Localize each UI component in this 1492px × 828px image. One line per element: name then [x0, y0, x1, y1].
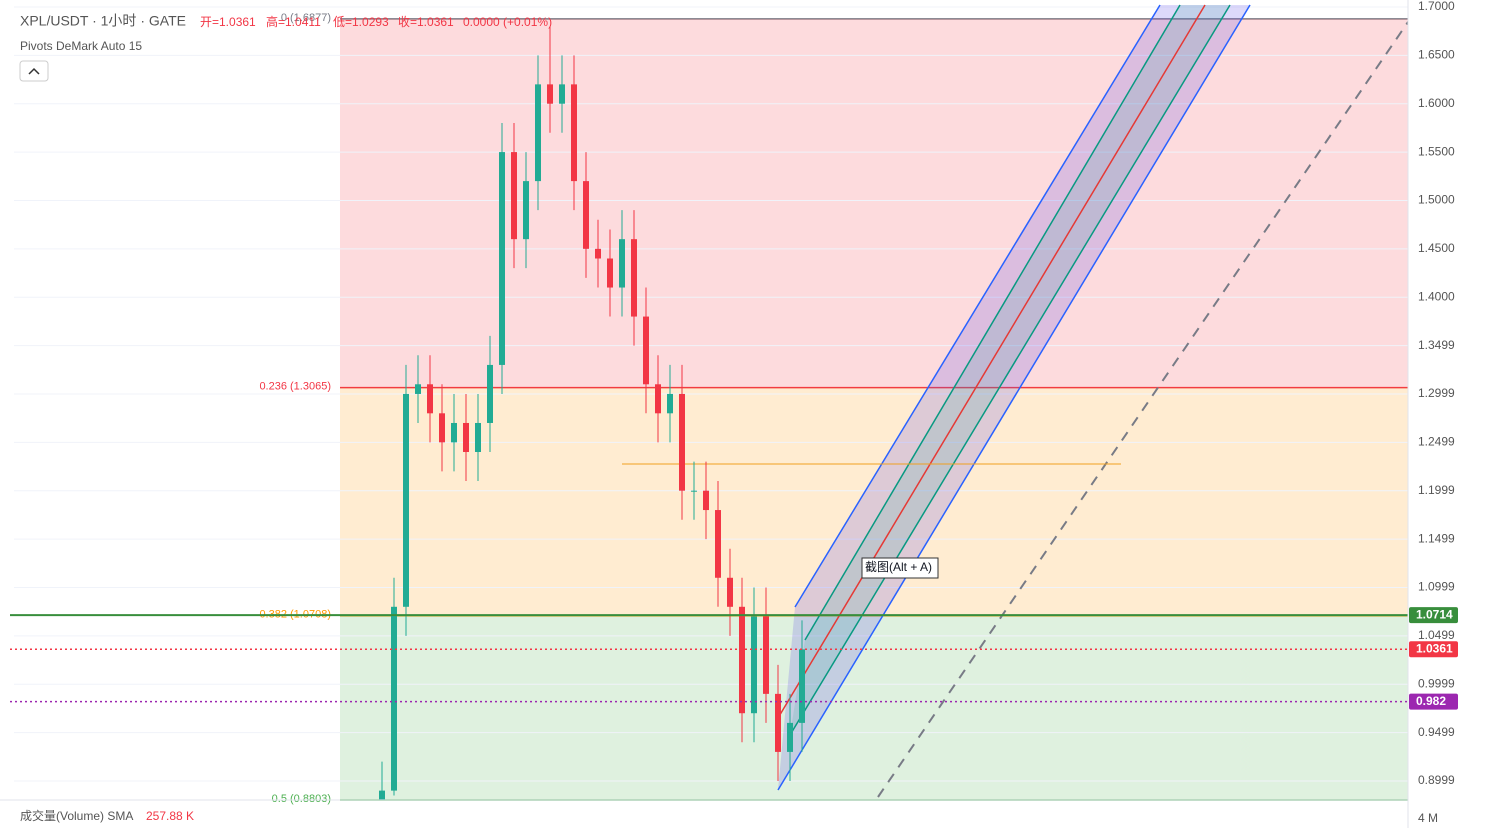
price-badge-label: 1.0714	[1416, 607, 1453, 621]
channel-line	[794, 4, 1161, 608]
candle-body	[547, 84, 553, 104]
price-badge	[1409, 641, 1458, 658]
candle-body	[751, 616, 757, 714]
axis-labels: 1.7000 1.6500 1.6000 1.5500 1.5000 1.4500 1.40…	[1409, 0, 1458, 787]
fib-label: 0.236 (1.3065)	[259, 381, 331, 393]
candle-body	[679, 393, 685, 491]
y-tick-label: 0.8999	[1418, 773, 1455, 787]
candle-body	[463, 422, 469, 453]
ohlc-low: 低=1.0293	[333, 15, 389, 29]
candle-body	[799, 649, 805, 723]
fib-label: 0.5 (0.8803)	[272, 793, 331, 805]
candle-body	[415, 384, 421, 394]
symbol: XPL/USDT · 1小时 · GATE	[20, 13, 186, 29]
candle-body	[391, 606, 397, 791]
y-tick-label: 1.4500	[1418, 241, 1455, 255]
candle-body	[583, 181, 589, 249]
channel-mid	[777, 4, 1206, 719]
y-tick-label: 1.1499	[1418, 531, 1455, 545]
price-badge	[1409, 693, 1458, 710]
price-badge-label: 0.982	[1416, 694, 1446, 708]
candle-body	[439, 413, 445, 443]
candle-body	[523, 181, 529, 240]
price-badge	[1409, 607, 1458, 624]
grid	[14, 6, 1408, 782]
y-tick-label: 1.6500	[1418, 48, 1455, 62]
candle-body	[775, 693, 781, 752]
fib-zone	[340, 615, 1408, 800]
ohlc-open: 开=1.0361	[200, 15, 256, 29]
change: 0.0000 (+0.01%)	[463, 15, 552, 29]
price-badge-label: 1.0361	[1416, 641, 1453, 655]
candle-body	[403, 393, 409, 607]
volume-value: 257.88 K	[146, 809, 194, 823]
candle-body	[559, 84, 565, 104]
y-tick-label: 0.9499	[1418, 725, 1455, 739]
channel	[622, 4, 1409, 798]
volume-label: 成交量(Volume) SMA	[20, 808, 133, 823]
candle-body	[667, 393, 673, 414]
candle-body	[703, 490, 709, 511]
price-lines	[10, 614, 1408, 703]
fib-label: 0 (1.6877)	[281, 12, 331, 24]
candle-body	[787, 722, 793, 752]
collapse-icon	[28, 67, 40, 75]
candle-body	[379, 790, 385, 801]
candle-body	[595, 248, 601, 259]
candle-body	[535, 84, 541, 182]
candle-body	[631, 239, 637, 317]
candle-body	[739, 606, 745, 714]
tooltip: 截图(Alt + A)	[865, 560, 932, 574]
candles	[379, 26, 805, 801]
volume-axis-label: 4 M	[1418, 811, 1438, 825]
y-tick-label: 1.0499	[1418, 628, 1455, 642]
candle-body	[643, 316, 649, 385]
y-tick-label: 1.6000	[1418, 96, 1455, 110]
candle-body	[451, 422, 457, 443]
y-tick-label: 1.4000	[1418, 289, 1455, 303]
channel-line	[777, 4, 1251, 791]
candle-body	[427, 384, 433, 414]
candle-body	[571, 84, 577, 182]
candle-body	[691, 490, 697, 492]
candle-body	[655, 384, 661, 414]
fib-zone	[340, 18, 1408, 388]
y-tick-label: 1.0999	[1418, 580, 1455, 594]
y-tick-label: 1.1999	[1418, 483, 1455, 497]
candle-body	[499, 152, 505, 365]
channel-line	[804, 4, 1181, 641]
tooltip-box	[861, 557, 939, 579]
y-tick-label: 1.2999	[1418, 386, 1455, 400]
y-tick-label: 1.3499	[1418, 338, 1455, 352]
candle-body	[487, 364, 493, 423]
candle-body	[763, 616, 769, 694]
candle-body	[727, 577, 733, 607]
candle-body	[511, 152, 517, 240]
candle-body	[619, 239, 625, 288]
candle-body	[715, 510, 721, 578]
trend-line	[877, 21, 1409, 798]
y-tick-label: 1.7000	[1418, 0, 1455, 13]
collapse-button[interactable]	[19, 60, 49, 82]
y-tick-label: 1.5500	[1418, 144, 1455, 158]
candle-body	[607, 258, 613, 288]
y-tick-label: 1.5000	[1418, 193, 1455, 207]
indicator: Pivots DeMark Auto 15	[20, 39, 142, 53]
candle-body	[475, 422, 481, 453]
y-tick-label: 0.9999	[1418, 676, 1455, 690]
y-tick-label: 1.2499	[1418, 435, 1455, 449]
ohlc-high: 高=1.0411	[266, 14, 321, 29]
ohlc-close: 收=1.0361	[398, 15, 454, 29]
price-axis	[1408, 0, 1492, 828]
channel-line	[789, 4, 1231, 736]
